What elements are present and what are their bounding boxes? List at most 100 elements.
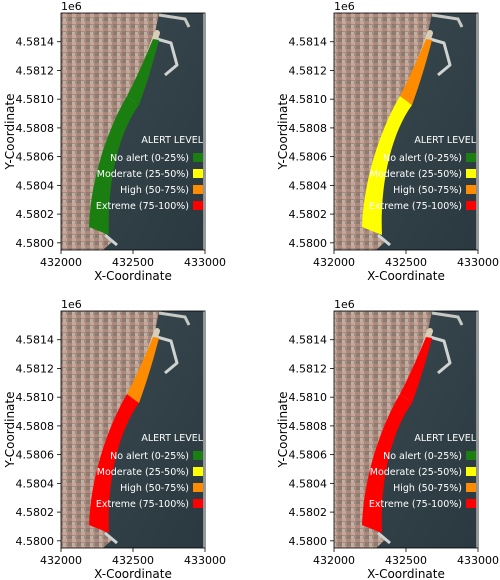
legend-label: No alert (0-25%) — [383, 153, 462, 164]
legend-label: No alert (0-25%) — [110, 153, 189, 164]
y-tick-label: 4.5802 — [16, 506, 55, 519]
y-tick-label: 4.5814 — [16, 334, 55, 347]
y-axis-label: Y-Coordinate — [276, 93, 290, 170]
offset-label: 1e6 — [61, 298, 82, 311]
x-tick-label: 432500 — [112, 256, 154, 269]
legend-title: ALERT LEVEL — [141, 135, 203, 146]
legend-label: High (50-75%) — [120, 483, 189, 494]
legend-swatch — [466, 185, 476, 194]
map-panel-3: 432000 432500 433000 4.5814 4.5812 4.5810 4.58… — [3, 298, 226, 580]
legend-label: Moderate (25-50%) — [97, 467, 189, 478]
y-axis-label: Y-Coordinate — [276, 391, 290, 468]
legend-label: Moderate (25-50%) — [370, 467, 462, 478]
y-tick-label: 4.5808 — [16, 420, 55, 433]
y-tick-label: 4.5802 — [16, 208, 55, 221]
legend-swatch — [466, 451, 476, 460]
legend-swatch — [466, 499, 476, 508]
south-groyne — [377, 531, 391, 545]
legend-swatch — [466, 467, 476, 476]
legend-label: Extreme (75-100%) — [96, 499, 189, 510]
y-tick-label: 4.5804 — [289, 179, 328, 192]
legend-swatch — [193, 483, 203, 492]
legend-swatch — [193, 169, 203, 178]
x-tick-label: 433000 — [457, 256, 499, 269]
legend-swatch — [466, 169, 476, 178]
x-tick-label: 432000 — [313, 256, 355, 269]
legend-label: High (50-75%) — [393, 185, 462, 196]
beach-segment-north — [127, 39, 159, 105]
y-tick-label: 4.5800 — [289, 237, 328, 250]
y-axis-label: Y-Coordinate — [3, 391, 17, 468]
satellite-image — [61, 13, 204, 250]
satellite-image — [334, 311, 477, 548]
legend-title: ALERT LEVEL — [414, 433, 476, 444]
beach-segment-north — [400, 337, 432, 403]
y-tick-label: 4.5814 — [289, 36, 328, 49]
legend-label: Extreme (75-100%) — [369, 499, 462, 510]
x-axis-label: X-Coordinate — [94, 269, 172, 283]
legend-swatch — [193, 467, 203, 476]
y-tick-label: 4.5802 — [289, 208, 328, 221]
y-tick-label: 4.5804 — [16, 477, 55, 490]
y-tick-label: 4.5804 — [289, 477, 328, 490]
y-tick-label: 4.5802 — [289, 506, 328, 519]
y-tick-label: 4.5800 — [289, 535, 328, 548]
x-tick-label: 432500 — [385, 256, 427, 269]
y-tick-label: 4.5812 — [16, 64, 55, 77]
legend: ALERT LEVEL No alert (0-25%) Moderate (25-… — [96, 433, 204, 510]
legend-swatch — [193, 185, 203, 194]
x-tick-label: 433000 — [457, 554, 499, 567]
offset-label: 1e6 — [334, 298, 355, 311]
harbour-breakwater — [158, 13, 191, 28]
legend-title: ALERT LEVEL — [141, 433, 203, 444]
satellite-image — [334, 13, 477, 250]
y-tick-label: 4.5806 — [16, 449, 55, 462]
x-tick-label: 432500 — [112, 554, 154, 567]
y-tick-label: 4.5800 — [16, 535, 55, 548]
legend-swatch — [193, 451, 203, 460]
beach-segment-south — [89, 96, 139, 235]
y-tick-label: 4.5808 — [289, 122, 328, 135]
y-tick-label: 4.5814 — [16, 36, 55, 49]
y-axis-label: Y-Coordinate — [3, 93, 17, 170]
legend: ALERT LEVEL No alert (0-25%) Moderate (25-… — [369, 433, 477, 510]
legend-label: High (50-75%) — [393, 483, 462, 494]
y-tick-label: 4.5808 — [289, 420, 328, 433]
x-tick-label: 432000 — [40, 256, 82, 269]
legend-label: Extreme (75-100%) — [369, 201, 462, 212]
legend-swatch — [466, 153, 476, 162]
harbour-breakwater — [158, 311, 191, 326]
y-tick-label: 4.5804 — [16, 179, 55, 192]
map-panel-4: 432000 432500 433000 4.5814 4.5812 4.5810 4.58… — [276, 298, 499, 580]
y-tick-label: 4.5800 — [16, 237, 55, 250]
harbour-breakwater — [431, 311, 464, 326]
legend: ALERT LEVEL No alert (0-25%) Moderate (25-… — [96, 135, 204, 212]
map-panel-1: 432000 432500 433000 4.5814 4.5812 4.5810 4.58… — [3, 0, 226, 283]
x-axis-label: X-Coordinate — [367, 269, 445, 283]
y-tick-label: 4.5810 — [16, 391, 55, 404]
legend-label: Extreme (75-100%) — [96, 201, 189, 212]
harbour-breakwater — [431, 13, 464, 28]
y-tick-label: 4.5806 — [16, 151, 55, 164]
legend-swatch — [193, 499, 203, 508]
y-tick-label: 4.5810 — [289, 391, 328, 404]
north-pier — [429, 37, 452, 77]
map-panel-2: 432000 432500 433000 4.5814 4.5812 4.5810 4.58… — [276, 0, 499, 283]
y-tick-label: 4.5812 — [16, 362, 55, 375]
y-tick-label: 4.5812 — [289, 64, 328, 77]
legend-swatch — [466, 483, 476, 492]
beach-segment-north — [127, 337, 159, 403]
y-tick-label: 4.5810 — [16, 93, 55, 106]
north-pier — [156, 335, 179, 375]
x-axis-label: X-Coordinate — [94, 567, 172, 580]
y-tick-label: 4.5806 — [289, 151, 328, 164]
x-tick-label: 432000 — [313, 554, 355, 567]
y-tick-label: 4.5812 — [289, 362, 328, 375]
y-tick-label: 4.5806 — [289, 449, 328, 462]
north-pier — [156, 37, 179, 77]
beach-segment-south — [362, 394, 412, 533]
south-groyne — [104, 531, 118, 545]
beach-segment-south — [362, 96, 412, 235]
x-tick-label: 433000 — [184, 256, 226, 269]
legend-swatch — [193, 153, 203, 162]
